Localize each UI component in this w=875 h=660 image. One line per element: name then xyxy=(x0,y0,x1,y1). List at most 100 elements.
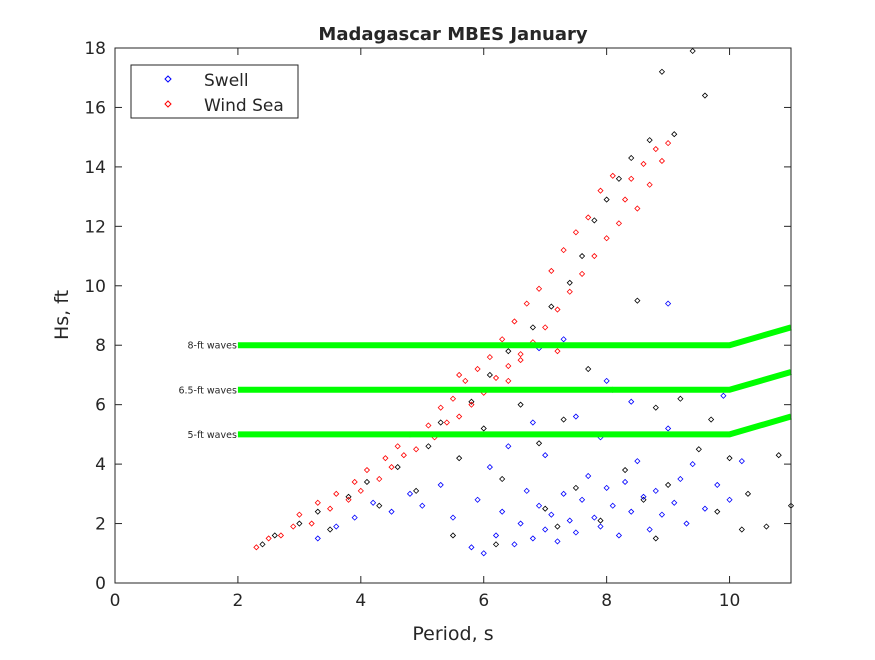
data-point xyxy=(449,532,457,539)
data-point xyxy=(652,404,659,411)
data-point xyxy=(290,523,297,530)
data-point xyxy=(517,351,524,358)
data-point xyxy=(615,532,622,539)
data-point xyxy=(640,496,647,503)
data-point xyxy=(622,478,629,486)
data-point xyxy=(499,475,506,483)
x-tick-label: 4 xyxy=(355,591,366,611)
data-point xyxy=(511,318,518,325)
data-point xyxy=(505,362,512,370)
data-point xyxy=(646,181,653,188)
data-point xyxy=(308,520,315,527)
data-point xyxy=(763,523,770,530)
data-point xyxy=(425,422,432,429)
data-point xyxy=(327,505,334,512)
data-point xyxy=(572,229,579,236)
data-point xyxy=(560,336,567,343)
data-point xyxy=(646,137,653,144)
data-point xyxy=(542,452,549,459)
data-point xyxy=(462,377,469,384)
data-point xyxy=(689,47,696,55)
data-point xyxy=(548,511,555,518)
data-point xyxy=(603,196,610,203)
data-point xyxy=(468,401,475,408)
data-point xyxy=(517,401,524,408)
data-point xyxy=(529,535,536,542)
axes-background xyxy=(115,48,791,583)
data-point xyxy=(505,348,512,355)
axis-ticks: 0 2 4 6 8 10 0 2 4 6 8 10 12 14 16 18 xyxy=(84,39,791,611)
data-point xyxy=(738,458,745,465)
series-swell xyxy=(314,300,745,557)
data-point xyxy=(665,481,672,488)
data-point xyxy=(492,374,500,381)
data-point xyxy=(572,484,579,491)
data-point xyxy=(376,475,383,483)
data-point xyxy=(542,505,549,512)
reference-lines: 8-ft waves 6.5-ft waves 5-ft waves xyxy=(178,324,792,441)
data-point xyxy=(517,520,524,527)
data-point xyxy=(523,300,530,307)
y-tick-label: 18 xyxy=(84,39,106,59)
data-point xyxy=(437,481,444,488)
data-point xyxy=(658,68,666,75)
data-point xyxy=(456,455,463,462)
data-point xyxy=(376,502,383,509)
y-tick-label: 12 xyxy=(84,217,106,237)
data-point xyxy=(671,499,678,506)
data-point xyxy=(591,252,598,260)
data-point xyxy=(640,493,647,500)
data-point xyxy=(253,544,260,551)
data-point xyxy=(578,252,586,260)
data-point xyxy=(492,541,500,548)
data-point xyxy=(345,493,352,500)
data-point xyxy=(277,532,284,539)
legend-box xyxy=(130,64,299,119)
y-tick-label: 6 xyxy=(95,396,106,416)
data-point xyxy=(597,523,604,530)
data-point xyxy=(603,235,610,242)
data-points xyxy=(253,47,795,557)
x-tick-label: 2 xyxy=(232,591,243,611)
data-point xyxy=(345,496,352,503)
data-point xyxy=(646,526,653,533)
data-point xyxy=(388,508,395,515)
data-point xyxy=(505,443,512,450)
data-point xyxy=(535,285,543,292)
series-total xyxy=(259,47,795,548)
legend: Swell Wind Sea xyxy=(130,64,299,119)
data-point xyxy=(609,172,616,179)
data-point xyxy=(474,496,481,503)
data-point xyxy=(449,514,457,521)
data-point xyxy=(566,517,573,524)
data-point xyxy=(296,520,303,527)
data-point xyxy=(554,348,561,355)
data-point xyxy=(419,502,426,509)
data-point xyxy=(394,443,401,450)
data-point xyxy=(714,508,721,515)
data-point xyxy=(511,541,518,548)
data-point xyxy=(628,508,635,515)
data-point xyxy=(449,395,457,402)
data-point xyxy=(456,371,463,379)
data-point xyxy=(499,508,506,515)
data-point xyxy=(523,487,530,494)
data-point xyxy=(615,220,622,227)
data-point xyxy=(652,535,659,542)
data-point xyxy=(566,288,573,295)
y-tick-label: 8 xyxy=(95,336,106,356)
data-point xyxy=(499,336,506,343)
data-point xyxy=(492,532,500,539)
data-point xyxy=(357,487,364,494)
data-point xyxy=(677,475,684,483)
data-point xyxy=(542,526,549,533)
data-point xyxy=(413,487,420,494)
data-point xyxy=(578,270,586,277)
data-point xyxy=(652,487,659,494)
data-point xyxy=(327,526,334,533)
data-point xyxy=(333,490,340,497)
data-point xyxy=(683,520,690,527)
axes-box xyxy=(114,47,792,584)
data-point xyxy=(658,157,666,165)
y-tick-label: 2 xyxy=(95,515,106,535)
